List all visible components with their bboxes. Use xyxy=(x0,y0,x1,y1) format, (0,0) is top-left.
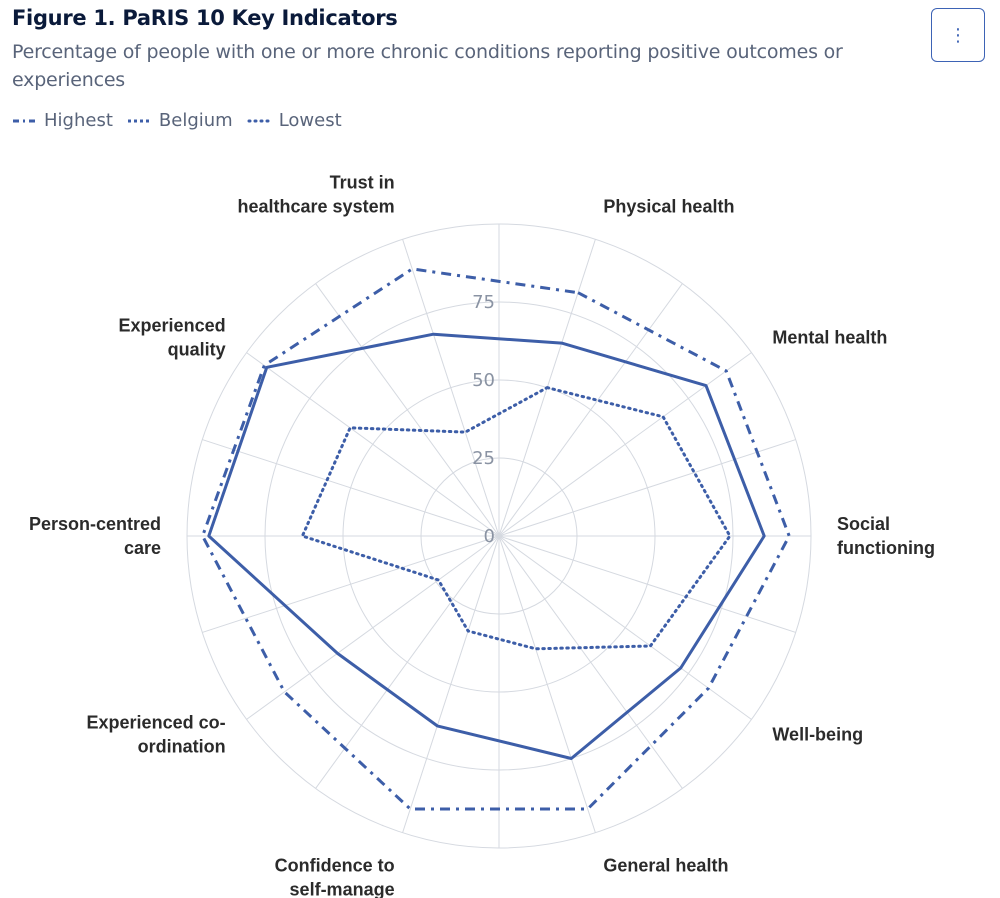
chart-subtitle: Percentage of people with one or more ch… xyxy=(12,41,843,91)
grid-spoke xyxy=(402,239,500,537)
grid-spoke xyxy=(498,535,596,833)
category-label-line: Trust in xyxy=(330,173,395,193)
series-line-lowest[interactable] xyxy=(300,386,732,651)
category-label-line: Experienced xyxy=(119,315,226,335)
grid-spoke xyxy=(246,352,500,537)
category-label: Well-being xyxy=(772,725,863,745)
category-label-line: General health xyxy=(603,856,728,876)
radial-tick-label: 50 xyxy=(472,370,495,391)
chart-legend: Highest Belgium Lowest xyxy=(12,110,342,131)
grid-spoke xyxy=(498,535,683,789)
grid-spoke xyxy=(315,283,500,537)
category-label-line: functioning xyxy=(837,538,935,558)
category-label-line: Mental health xyxy=(772,327,887,347)
grid-spoke xyxy=(402,535,500,833)
more-options-button[interactable]: ⋮ xyxy=(931,8,985,62)
category-label: Mental health xyxy=(772,327,887,347)
chart-title: Figure 1. PaRIS 10 Key Indicators xyxy=(12,6,398,30)
series-line-highest[interactable] xyxy=(201,267,791,811)
legend-item-highest[interactable]: Highest xyxy=(12,110,113,131)
category-label-line: self-manage xyxy=(290,880,395,898)
category-label: Experienced quality xyxy=(119,315,226,359)
grid-spoke xyxy=(202,535,500,633)
category-label-line: quality xyxy=(168,339,226,359)
radial-tick-label: 0 xyxy=(484,526,495,547)
category-label-line: Physical health xyxy=(603,197,734,217)
category-labels: Physical health Mental health Social functi… xyxy=(29,173,935,898)
grid-spoke xyxy=(498,535,796,633)
grid-spoke xyxy=(498,439,796,537)
legend-label: Belgium xyxy=(158,110,233,131)
legend-item-lowest[interactable]: Lowest xyxy=(247,110,342,131)
category-label-line: Well-being xyxy=(772,725,863,745)
grid-spoke xyxy=(498,283,683,537)
grid-spoke xyxy=(202,439,500,537)
category-label-line: Social xyxy=(837,514,890,534)
category-label-line: Experienced co- xyxy=(87,713,226,733)
category-label: Social functioning xyxy=(837,514,935,558)
grid-spoke xyxy=(315,535,500,789)
vertical-ellipsis-icon: ⋮ xyxy=(949,24,967,46)
category-label-line: Person-centred xyxy=(29,514,161,534)
legend-item-belgium[interactable]: Belgium xyxy=(127,110,233,131)
category-label: Confidence to self-manage xyxy=(275,856,395,898)
radial-tick-label: 75 xyxy=(472,292,495,313)
series-line-belgium[interactable] xyxy=(207,332,766,760)
radar-grid xyxy=(186,223,812,849)
category-label: Person-centred care xyxy=(29,514,161,558)
radar-series xyxy=(201,267,791,811)
legend-swatch-solid xyxy=(127,119,152,122)
category-label-line: care xyxy=(124,538,161,558)
category-label-line: ordination xyxy=(138,737,226,757)
category-label: General health xyxy=(603,856,728,876)
grid-spoke xyxy=(498,535,752,720)
radial-tick-label: 25 xyxy=(472,448,495,469)
category-label: Experienced co-ordination xyxy=(87,713,226,757)
legend-swatch-dotted xyxy=(247,119,273,122)
grid-spoke xyxy=(498,352,752,537)
category-label-line: healthcare system xyxy=(238,197,395,217)
category-label: Trust in healthcare system xyxy=(238,173,395,217)
legend-label: Highest xyxy=(44,110,113,131)
category-label: Physical health xyxy=(603,197,734,217)
grid-spoke xyxy=(246,535,500,720)
category-label-line: Confidence to xyxy=(275,856,395,876)
legend-label: Lowest xyxy=(278,110,342,131)
radar-chart: 0 25 50 75 Physical health Mental health Soci… xyxy=(29,173,935,898)
radial-tick-labels: 0 25 50 75 xyxy=(472,292,495,547)
legend-swatch-dashdot xyxy=(13,119,37,122)
